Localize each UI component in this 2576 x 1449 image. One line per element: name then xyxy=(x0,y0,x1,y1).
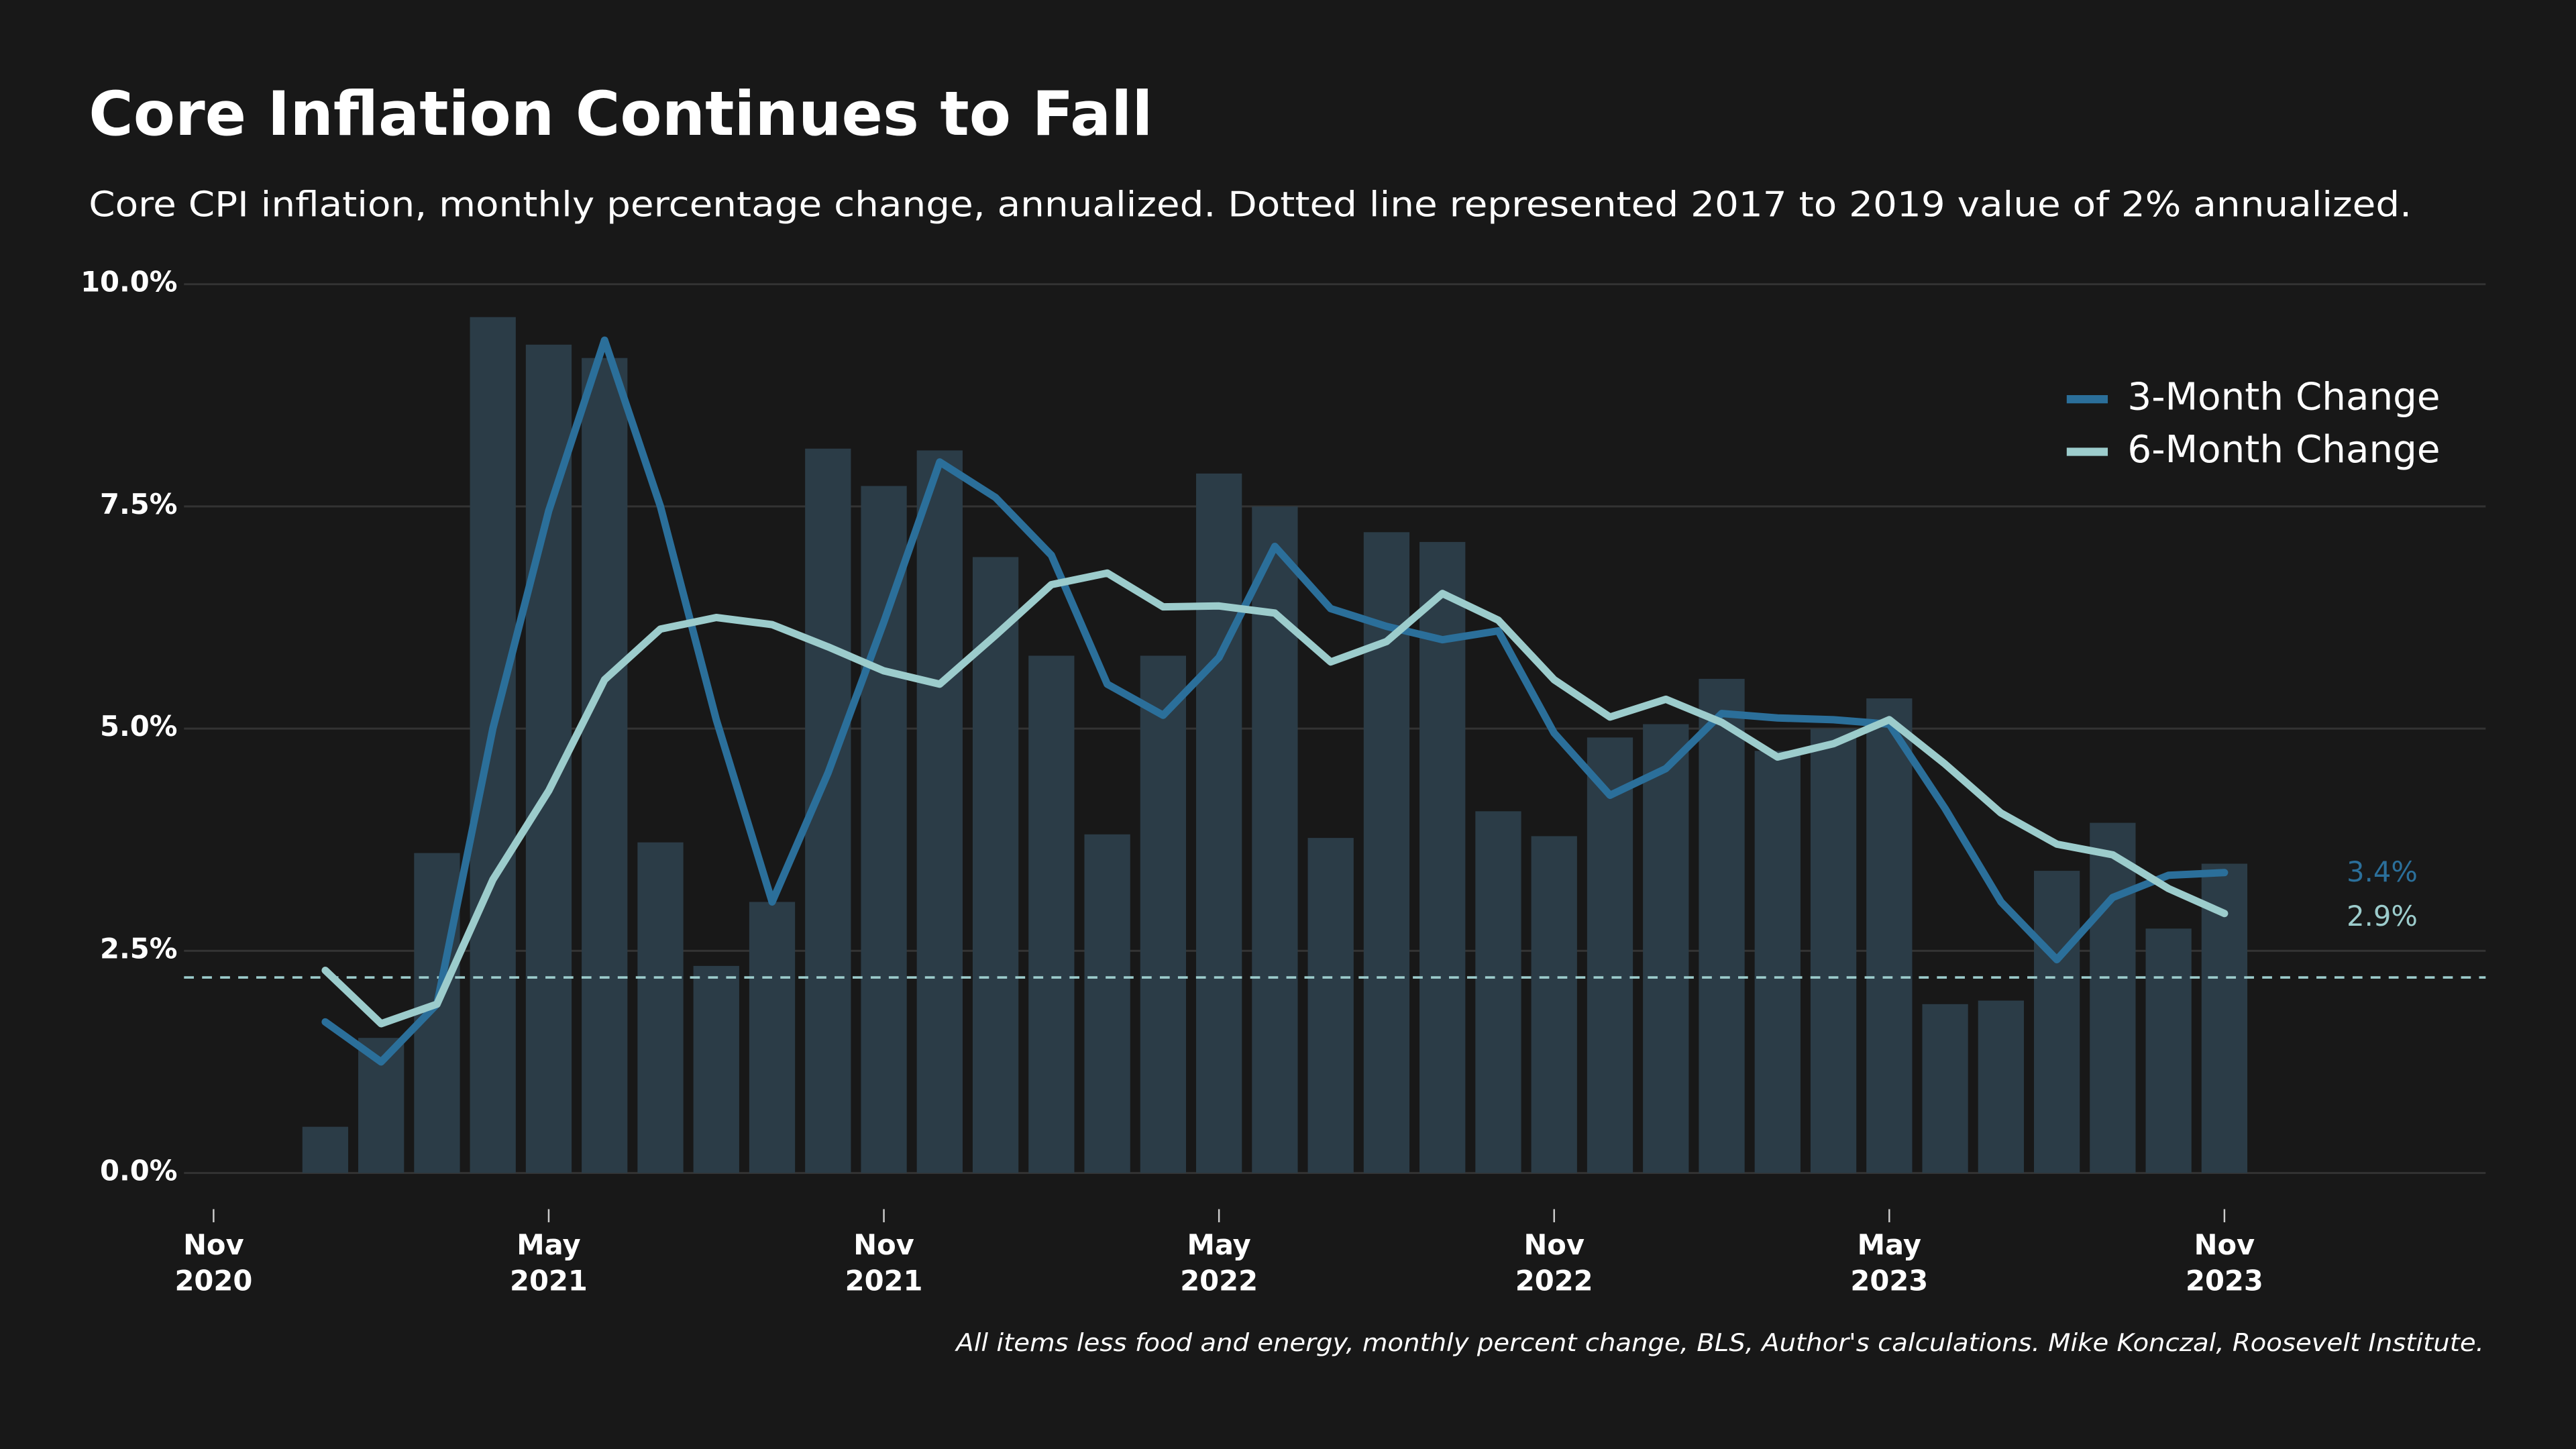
bar xyxy=(637,842,684,1173)
chart-subtitle: Core CPI inflation, monthly percentage c… xyxy=(89,185,2412,225)
bar xyxy=(1531,836,1577,1173)
x-tick-label: 2022 xyxy=(1515,1265,1593,1297)
y-tick-label: 0.0% xyxy=(100,1155,177,1187)
bar xyxy=(1252,506,1298,1173)
bar xyxy=(1754,751,1801,1173)
line-series xyxy=(321,569,2229,1028)
bar xyxy=(1475,811,1521,1173)
bar xyxy=(1643,724,1689,1173)
bar xyxy=(916,450,963,1173)
bar xyxy=(2145,928,2192,1173)
end-label: 3.4% xyxy=(2347,855,2418,888)
bar xyxy=(1307,838,1354,1173)
bar xyxy=(693,965,739,1173)
legend-label: 6-Month Change xyxy=(2127,428,2440,472)
y-tick-label: 2.5% xyxy=(100,932,177,965)
source-note: All items less food and energy, monthly … xyxy=(955,1328,2484,1357)
x-tick-label: Nov xyxy=(183,1228,244,1261)
x-tick-label: May xyxy=(517,1228,580,1261)
bar xyxy=(1028,655,1075,1173)
x-tick-label: May xyxy=(1187,1228,1250,1261)
bar xyxy=(1140,655,1187,1173)
x-tick-label: Nov xyxy=(853,1228,914,1261)
x-tick-label: 2022 xyxy=(1180,1265,1258,1297)
x-tick-label: Nov xyxy=(1523,1228,1585,1261)
end-label: 2.9% xyxy=(2347,900,2418,932)
bar xyxy=(861,486,907,1173)
x-tick-label: 2023 xyxy=(1850,1265,1928,1297)
bar xyxy=(582,358,628,1173)
x-tick-label: Nov xyxy=(2194,1228,2255,1261)
bar xyxy=(972,557,1019,1173)
bar xyxy=(749,902,796,1173)
line-series xyxy=(321,336,2229,1066)
x-tick-label: 2021 xyxy=(845,1265,923,1297)
legend-label: 3-Month Change xyxy=(2127,376,2440,419)
x-tick-label: May xyxy=(1858,1228,1921,1261)
y-tick-label: 10.0% xyxy=(80,266,177,299)
bar xyxy=(1587,737,1633,1173)
x-tick-label: 2020 xyxy=(174,1265,252,1297)
bar xyxy=(1866,698,1913,1173)
bar xyxy=(2090,822,2136,1173)
bar xyxy=(1084,834,1130,1173)
x-tick-label: 2021 xyxy=(510,1265,588,1297)
x-tick-label: 2023 xyxy=(2186,1265,2263,1297)
bar xyxy=(1810,729,1857,1173)
bar xyxy=(1978,1000,2024,1173)
bar xyxy=(1922,1004,1968,1173)
y-tick-label: 7.5% xyxy=(100,488,177,521)
bar xyxy=(1419,541,1466,1173)
bar xyxy=(1196,473,1242,1173)
chart-title: Core Inflation Continues to Fall xyxy=(89,79,1152,150)
bar xyxy=(1699,678,1745,1173)
bar xyxy=(2033,871,2080,1173)
bar xyxy=(302,1126,349,1173)
y-tick-label: 5.0% xyxy=(100,710,177,743)
